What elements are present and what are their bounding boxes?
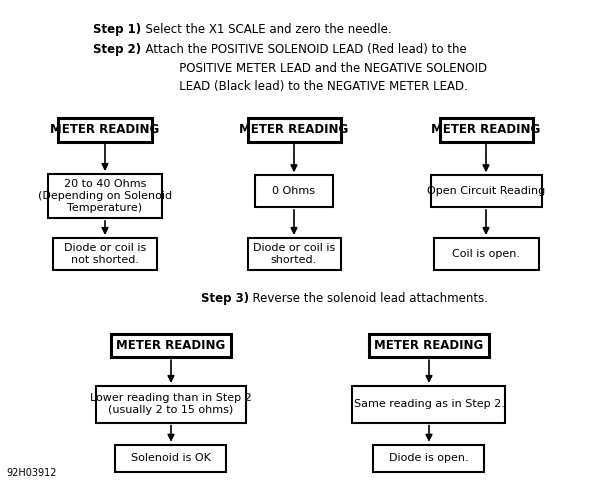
Text: POSITIVE METER LEAD and the NEGATIVE SOLENOID: POSITIVE METER LEAD and the NEGATIVE SOL… [138,62,487,75]
FancyBboxPatch shape [58,118,151,142]
Text: METER READING: METER READING [239,123,349,136]
FancyBboxPatch shape [369,334,489,357]
Text: Attach the POSITIVE SOLENOID LEAD (Red lead) to the: Attach the POSITIVE SOLENOID LEAD (Red l… [138,43,467,56]
Text: LEAD (Black lead) to the NEGATIVE METER LEAD.: LEAD (Black lead) to the NEGATIVE METER … [138,80,468,94]
Text: 92H03912: 92H03912 [6,468,56,478]
Text: Diode is open.: Diode is open. [389,453,469,463]
Text: Select the X1 SCALE and zero the needle.: Select the X1 SCALE and zero the needle. [138,23,392,36]
Text: Diode or coil is
not shorted.: Diode or coil is not shorted. [64,243,146,265]
Text: METER READING: METER READING [50,123,160,136]
FancyBboxPatch shape [255,175,333,207]
Text: Step 1): Step 1) [93,23,141,36]
FancyBboxPatch shape [439,118,533,142]
Text: Solenoid is OK: Solenoid is OK [131,453,211,463]
Text: Reverse the solenoid lead attachments.: Reverse the solenoid lead attachments. [245,292,488,305]
Text: Diode or coil is
shorted.: Diode or coil is shorted. [253,243,335,265]
Text: METER READING: METER READING [374,339,484,352]
FancyBboxPatch shape [53,238,157,270]
Text: Step 2): Step 2) [93,43,141,56]
Text: Same reading as in Step 2.: Same reading as in Step 2. [353,399,505,409]
FancyBboxPatch shape [48,174,162,218]
FancyBboxPatch shape [433,238,539,270]
FancyBboxPatch shape [352,386,505,422]
FancyBboxPatch shape [96,386,246,422]
FancyBboxPatch shape [431,175,542,207]
FancyBboxPatch shape [248,118,341,142]
FancyBboxPatch shape [248,238,341,270]
FancyBboxPatch shape [115,445,227,471]
Text: METER READING: METER READING [116,339,226,352]
Text: Coil is open.: Coil is open. [452,249,520,259]
Text: 20 to 40 Ohms
(Depending on Solenoid
Temperature): 20 to 40 Ohms (Depending on Solenoid Tem… [38,179,172,213]
Text: Lower reading than in Step 2
(usually 2 to 15 ohms): Lower reading than in Step 2 (usually 2 … [90,393,252,415]
Text: Step 3): Step 3) [201,292,249,305]
Text: 0 Ohms: 0 Ohms [272,186,316,196]
FancyBboxPatch shape [373,445,485,471]
Text: METER READING: METER READING [431,123,541,136]
Text: Open Circuit Reading: Open Circuit Reading [427,186,545,196]
FancyBboxPatch shape [111,334,231,357]
